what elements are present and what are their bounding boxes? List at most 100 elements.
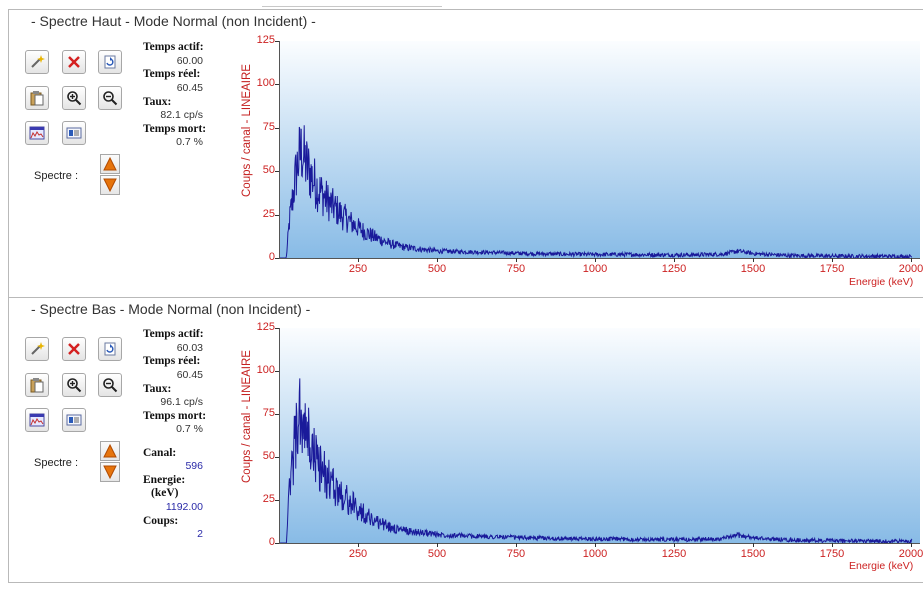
report-icon bbox=[66, 414, 82, 426]
spectre-down-button[interactable] bbox=[100, 462, 120, 482]
temps-reel-value: 60.45 bbox=[176, 82, 203, 94]
zoom-in-icon bbox=[67, 378, 82, 393]
energie-value: 1192.00 bbox=[165, 501, 203, 513]
temps-actif-value: 60.00 bbox=[176, 55, 203, 67]
spectrum-plot[interactable] bbox=[279, 328, 920, 544]
energie-label: Energie: bbox=[143, 474, 186, 486]
spectrum-view-button[interactable] bbox=[25, 121, 49, 145]
x-tick-label: 500 bbox=[427, 263, 447, 275]
spectre-down-button[interactable] bbox=[100, 175, 120, 195]
taux-value: 82.1 cp/s bbox=[160, 109, 203, 121]
spectrum-series-line bbox=[280, 378, 913, 543]
x-tick-label: 1250 bbox=[661, 548, 687, 560]
x-tick-label: 750 bbox=[506, 263, 526, 275]
panel-title: - Spectre Haut - Mode Normal (non Incide… bbox=[31, 13, 316, 29]
refresh-button[interactable] bbox=[98, 337, 122, 361]
magic-wand-icon bbox=[31, 55, 45, 68]
refresh-icon bbox=[104, 342, 116, 356]
paste-button[interactable] bbox=[25, 373, 49, 397]
spectre-up-button[interactable] bbox=[100, 154, 120, 174]
clear-button[interactable] bbox=[62, 50, 86, 74]
x-tick-mark bbox=[437, 543, 438, 547]
report-icon bbox=[66, 127, 82, 139]
y-tick-mark bbox=[275, 371, 279, 372]
report-button[interactable] bbox=[62, 121, 86, 145]
spectrum-icon bbox=[29, 413, 45, 427]
top-strip-separator bbox=[262, 0, 442, 7]
x-tick-label: 1500 bbox=[740, 263, 766, 275]
canal-label: Canal: bbox=[143, 447, 177, 459]
y-tick-label: 25 bbox=[262, 493, 275, 505]
temps-mort-label: Temps mort: bbox=[143, 410, 207, 422]
zoom-in-button[interactable] bbox=[62, 373, 86, 397]
y-tick-mark bbox=[275, 127, 279, 129]
x-axis-title: Energie (keV) bbox=[849, 560, 914, 572]
y-tick-label: 125 bbox=[256, 34, 275, 46]
y-tick-label: 0 bbox=[268, 536, 275, 548]
y-tick-mark bbox=[275, 457, 279, 458]
x-tick-mark bbox=[358, 258, 359, 262]
coups-label: Coups: bbox=[143, 515, 179, 527]
clipboard-icon bbox=[30, 378, 44, 393]
arrow-down-icon bbox=[103, 178, 117, 192]
x-tick-mark bbox=[437, 258, 438, 262]
window-top-strip bbox=[0, 0, 923, 8]
x-tick-label: 250 bbox=[348, 548, 368, 560]
x-tick-mark bbox=[674, 258, 675, 262]
canal-value: 596 bbox=[185, 460, 203, 472]
y-tick-mark bbox=[275, 84, 279, 86]
refresh-icon bbox=[104, 55, 116, 69]
y-tick-mark bbox=[275, 414, 279, 415]
temps-actif-label: Temps actif: bbox=[143, 41, 204, 53]
close-icon bbox=[68, 56, 80, 68]
x-tick-mark bbox=[516, 258, 517, 262]
y-tick-mark bbox=[275, 41, 279, 42]
spectrum-view-button[interactable] bbox=[25, 408, 49, 432]
y-tick-label: 100 bbox=[256, 364, 275, 376]
spectre-label: Spectre : bbox=[34, 170, 79, 182]
x-tick-label: 1000 bbox=[582, 263, 608, 275]
close-icon bbox=[68, 343, 80, 355]
spectre-haut-panel: - Spectre Haut - Mode Normal (non Incide… bbox=[8, 9, 923, 298]
x-axis-title: Energie (keV) bbox=[849, 276, 914, 288]
refresh-button[interactable] bbox=[98, 50, 122, 74]
y-tick-label: 25 bbox=[262, 207, 275, 220]
y-tick-mark bbox=[275, 543, 279, 544]
clear-button[interactable] bbox=[62, 337, 86, 361]
spectre-up-button[interactable] bbox=[100, 441, 120, 461]
temps-reel-value: 60.45 bbox=[176, 369, 203, 381]
x-tick-label: 250 bbox=[348, 263, 368, 275]
zoom-out-icon bbox=[103, 91, 118, 106]
y-tick-mark bbox=[275, 214, 279, 216]
x-tick-mark bbox=[595, 258, 596, 262]
x-tick-label: 1500 bbox=[740, 548, 766, 560]
arrow-down-icon bbox=[103, 465, 117, 479]
zoom-out-button[interactable] bbox=[98, 86, 122, 110]
x-tick-mark bbox=[832, 258, 833, 262]
x-tick-label: 1250 bbox=[661, 263, 687, 275]
y-tick-label: 75 bbox=[262, 120, 275, 133]
spectrum-plot[interactable] bbox=[279, 41, 920, 259]
spectrum-plot-svg bbox=[280, 378, 913, 543]
spectre-bas-panel: - Spectre Bas - Mode Normal (non Inciden… bbox=[8, 297, 923, 583]
zoom-in-icon bbox=[67, 91, 82, 106]
magic-wand-icon bbox=[31, 342, 45, 355]
y-tick-label: 50 bbox=[262, 164, 275, 177]
zoom-out-icon bbox=[103, 378, 118, 393]
x-tick-label: 1000 bbox=[582, 548, 608, 560]
report-button[interactable] bbox=[62, 408, 86, 432]
zoom-out-button[interactable] bbox=[98, 373, 122, 397]
y-tick-label: 100 bbox=[256, 77, 275, 90]
x-tick-label: 500 bbox=[427, 548, 447, 560]
x-tick-mark bbox=[516, 543, 517, 547]
y-axis-title: Coups / canal - LINEAIRE bbox=[241, 350, 253, 483]
paste-button[interactable] bbox=[25, 86, 49, 110]
x-tick-label: 2000 bbox=[898, 548, 923, 560]
temps-reel-label: Temps réel: bbox=[143, 68, 201, 80]
zoom-in-button[interactable] bbox=[62, 86, 86, 110]
y-tick-label: 125 bbox=[256, 321, 275, 333]
auto-scale-button[interactable] bbox=[25, 50, 49, 74]
auto-scale-button[interactable] bbox=[25, 337, 49, 361]
y-axis-title: Coups / canal - LINEAIRE bbox=[241, 64, 253, 197]
temps-mort-label: Temps mort: bbox=[143, 123, 207, 135]
